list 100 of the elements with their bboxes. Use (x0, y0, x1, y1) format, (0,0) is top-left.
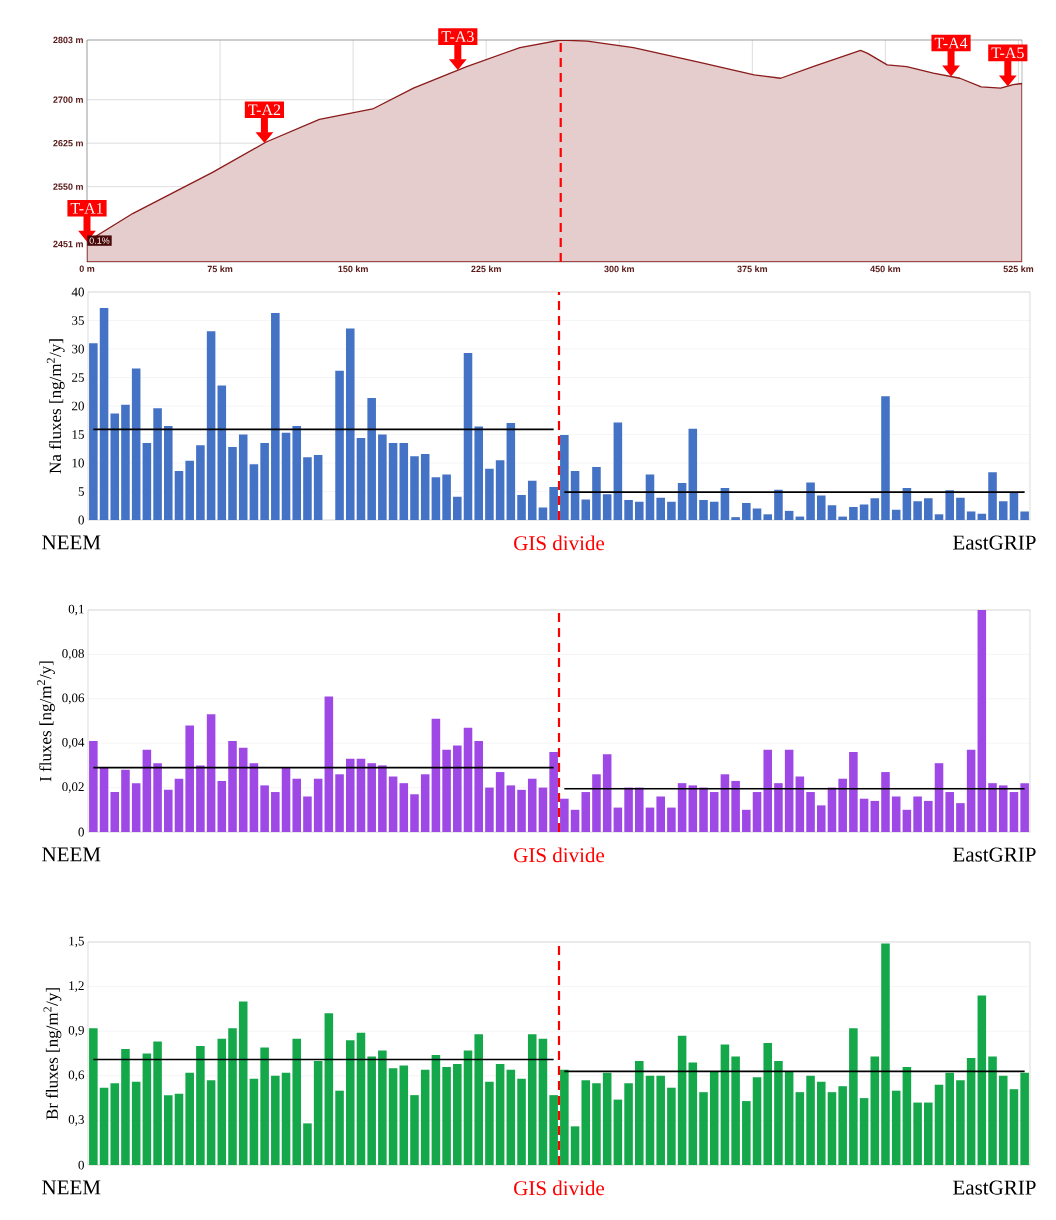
bar (506, 1069, 516, 1166)
bar (998, 785, 1008, 833)
bar (752, 1077, 762, 1166)
bar (356, 437, 366, 520)
bar (174, 1093, 184, 1166)
bar (816, 495, 826, 520)
bar (913, 501, 922, 520)
bar (688, 785, 698, 833)
bar (924, 1102, 933, 1166)
bar (667, 807, 676, 833)
bar (635, 1060, 644, 1166)
bar (260, 443, 269, 520)
bar (110, 792, 120, 833)
bar (335, 774, 344, 833)
bar (560, 435, 569, 520)
x-tick-label: 375 km (737, 265, 768, 273)
y-tick-label: 0,08 (62, 649, 84, 660)
bar (228, 740, 237, 833)
bar (238, 747, 248, 833)
bar (378, 765, 387, 833)
bar (271, 313, 280, 520)
bar (752, 508, 762, 520)
bar (345, 328, 355, 520)
text: GIS divide (514, 1180, 605, 1196)
bar (185, 725, 194, 833)
x-tick-label: 150 km (338, 265, 368, 273)
bar (891, 796, 901, 833)
bar (945, 490, 954, 520)
bar (602, 1072, 612, 1166)
bar (506, 785, 516, 833)
bar (420, 774, 430, 833)
bar (217, 385, 227, 520)
bar (560, 1069, 569, 1166)
y-tick-label: 0,1 (68, 604, 84, 616)
bar (121, 404, 130, 520)
bar (602, 754, 612, 833)
bar (902, 809, 912, 833)
text: EastGRIP (953, 847, 1036, 862)
bar (217, 1038, 227, 1166)
bar (99, 767, 109, 833)
bar (913, 796, 922, 833)
bar (420, 453, 430, 520)
bar (335, 370, 344, 520)
bar (699, 1092, 708, 1166)
bar (249, 1078, 259, 1166)
bar (495, 772, 505, 833)
bar (752, 792, 762, 833)
bar (645, 1075, 655, 1166)
bar (228, 1028, 237, 1166)
bar (324, 1013, 334, 1166)
bar (153, 408, 162, 520)
y-tick-label: 25 (72, 373, 84, 382)
bar (121, 1049, 130, 1166)
bar (592, 1083, 601, 1166)
bar (281, 767, 291, 833)
bar (313, 1060, 323, 1166)
bar (453, 496, 462, 520)
bar (774, 783, 783, 833)
bar (656, 497, 665, 520)
bar (174, 778, 184, 833)
bar (742, 1101, 751, 1166)
bar (110, 413, 120, 520)
bar (399, 443, 409, 520)
bar (196, 1046, 205, 1166)
y-tick-label: 0,04 (62, 737, 85, 749)
bar (570, 1126, 580, 1166)
x-tick-label: 0 m (79, 265, 95, 272)
bar (388, 1068, 398, 1166)
y-tick-label: 2625 m (53, 139, 83, 147)
bar (613, 422, 623, 520)
y-axis-title: Br fluxes [ng/m$^{2}$/y] (43, 988, 62, 1120)
bar (495, 1063, 505, 1166)
text: NEEM (42, 535, 101, 550)
bar (849, 506, 858, 520)
y-tick-label: 0 (78, 515, 84, 525)
x-tick-label: 450 km (870, 265, 901, 273)
bar (988, 472, 997, 520)
bar (624, 787, 633, 833)
bar (709, 501, 719, 520)
bar (891, 509, 901, 520)
bar (238, 1001, 248, 1166)
annotation: T-A1 (70, 202, 103, 214)
y-tick-label: 0,3 (68, 1115, 84, 1126)
bar (720, 1044, 730, 1166)
bar (795, 1092, 805, 1166)
bar (613, 807, 623, 833)
bar (89, 1028, 98, 1166)
text: EastGRIP (953, 535, 1036, 550)
bar (388, 776, 398, 833)
text: GIS divide (514, 847, 605, 863)
bar (827, 505, 837, 520)
bar (859, 1098, 869, 1166)
bar (784, 1071, 794, 1166)
bar (463, 727, 473, 833)
bar (142, 1053, 152, 1166)
y-tick-label: 5 (78, 487, 84, 496)
bar (367, 1056, 376, 1166)
bar (378, 1050, 387, 1166)
bar (560, 798, 569, 833)
bar (89, 343, 98, 520)
